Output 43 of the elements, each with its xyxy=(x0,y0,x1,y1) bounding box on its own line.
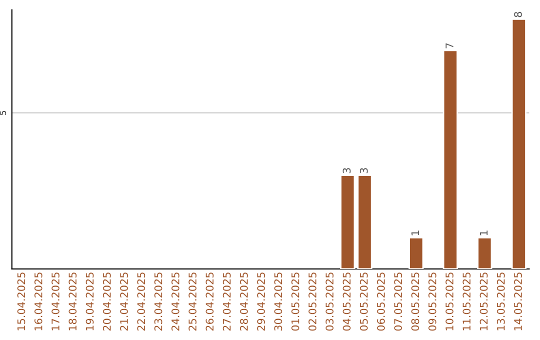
x-tick-label: 27.04.2025 xyxy=(222,272,231,331)
x-tick-label: 29.04.2025 xyxy=(257,272,265,331)
x-tick-label: 25.04.2025 xyxy=(188,272,196,331)
x-tick-label: 28.04.2025 xyxy=(240,272,248,331)
x-tick-label: 03.05.2025 xyxy=(326,272,334,331)
x-tick-label: 14.05.2025 xyxy=(514,272,522,330)
bar xyxy=(408,237,424,269)
x-tick-label: 21.04.2025 xyxy=(120,272,128,331)
bar xyxy=(357,174,372,269)
x-tick-label: 11.05.2025 xyxy=(462,272,471,330)
x-tick-label: 22.04.2025 xyxy=(137,272,146,331)
x-tick-label: 17.04.2025 xyxy=(52,272,60,330)
x-tick-label: 02.05.2025 xyxy=(308,272,316,331)
x-tick-label: 06.05.2025 xyxy=(377,272,385,331)
bar xyxy=(477,237,492,269)
data-label: 7 xyxy=(446,43,454,48)
data-label: 1 xyxy=(480,230,488,236)
x-tick-label: 26.04.2025 xyxy=(206,272,214,331)
data-label: 3 xyxy=(360,168,368,174)
x-tick-label: 23.04.2025 xyxy=(154,272,162,331)
x-tick-label: 05.05.2025 xyxy=(360,272,368,331)
x-tick-label: 07.05.2025 xyxy=(394,272,402,331)
x-tick-label: 12.05.2025 xyxy=(480,272,488,330)
data-label: 3 xyxy=(342,168,351,174)
x-tick-label: 01.05.2025 xyxy=(291,272,300,331)
x-tick-label: 04.05.2025 xyxy=(342,272,351,331)
ref-line-label: 5 xyxy=(0,110,6,115)
x-tick-label: 15.04.2025 xyxy=(17,272,26,330)
data-label: 8 xyxy=(514,12,522,18)
bar xyxy=(340,174,356,269)
x-tick-label: 10.05.2025 xyxy=(446,272,454,330)
x-tick-label: 24.04.2025 xyxy=(171,272,180,331)
x-tick-label: 08.05.2025 xyxy=(411,272,420,331)
data-label: 1 xyxy=(411,230,420,236)
x-tick-label: 09.05.2025 xyxy=(428,272,436,331)
x-tick-label: 13.05.2025 xyxy=(496,272,505,330)
bar xyxy=(511,18,526,269)
x-tick-label: 30.04.2025 xyxy=(274,272,282,331)
x-tick-label: 19.04.2025 xyxy=(86,272,94,330)
bar xyxy=(442,50,458,269)
x-tick-label: 16.04.2025 xyxy=(34,272,42,330)
x-tick-label: 18.04.2025 xyxy=(68,272,77,330)
x-tick-label: 20.04.2025 xyxy=(102,272,111,331)
